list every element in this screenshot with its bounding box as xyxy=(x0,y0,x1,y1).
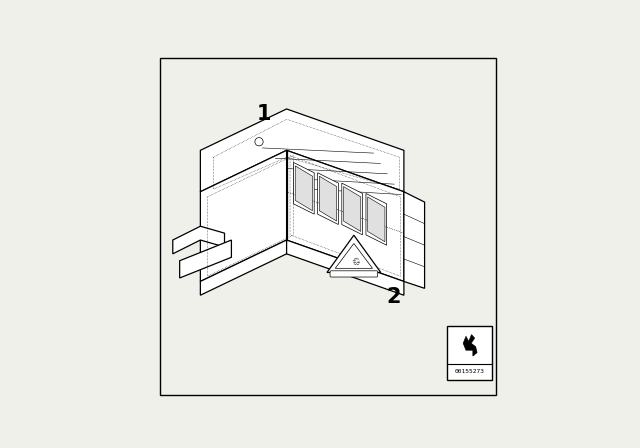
Text: ♲: ♲ xyxy=(351,257,360,267)
Polygon shape xyxy=(287,151,404,281)
Polygon shape xyxy=(366,194,387,245)
Polygon shape xyxy=(327,235,381,272)
Text: 1: 1 xyxy=(257,104,271,124)
FancyBboxPatch shape xyxy=(330,271,378,277)
Polygon shape xyxy=(342,183,362,235)
Text: 2: 2 xyxy=(387,287,401,307)
Polygon shape xyxy=(317,173,339,224)
Polygon shape xyxy=(180,240,232,278)
Polygon shape xyxy=(173,226,225,254)
Polygon shape xyxy=(287,240,404,295)
Polygon shape xyxy=(295,166,312,211)
Polygon shape xyxy=(319,176,337,221)
Polygon shape xyxy=(200,240,287,295)
Polygon shape xyxy=(294,163,314,214)
Bar xyxy=(447,326,492,380)
Polygon shape xyxy=(200,151,287,281)
Polygon shape xyxy=(200,109,404,192)
Polygon shape xyxy=(367,197,385,242)
Polygon shape xyxy=(404,192,424,289)
Polygon shape xyxy=(344,186,361,232)
Polygon shape xyxy=(463,335,477,356)
Text: 00155273: 00155273 xyxy=(454,369,484,374)
